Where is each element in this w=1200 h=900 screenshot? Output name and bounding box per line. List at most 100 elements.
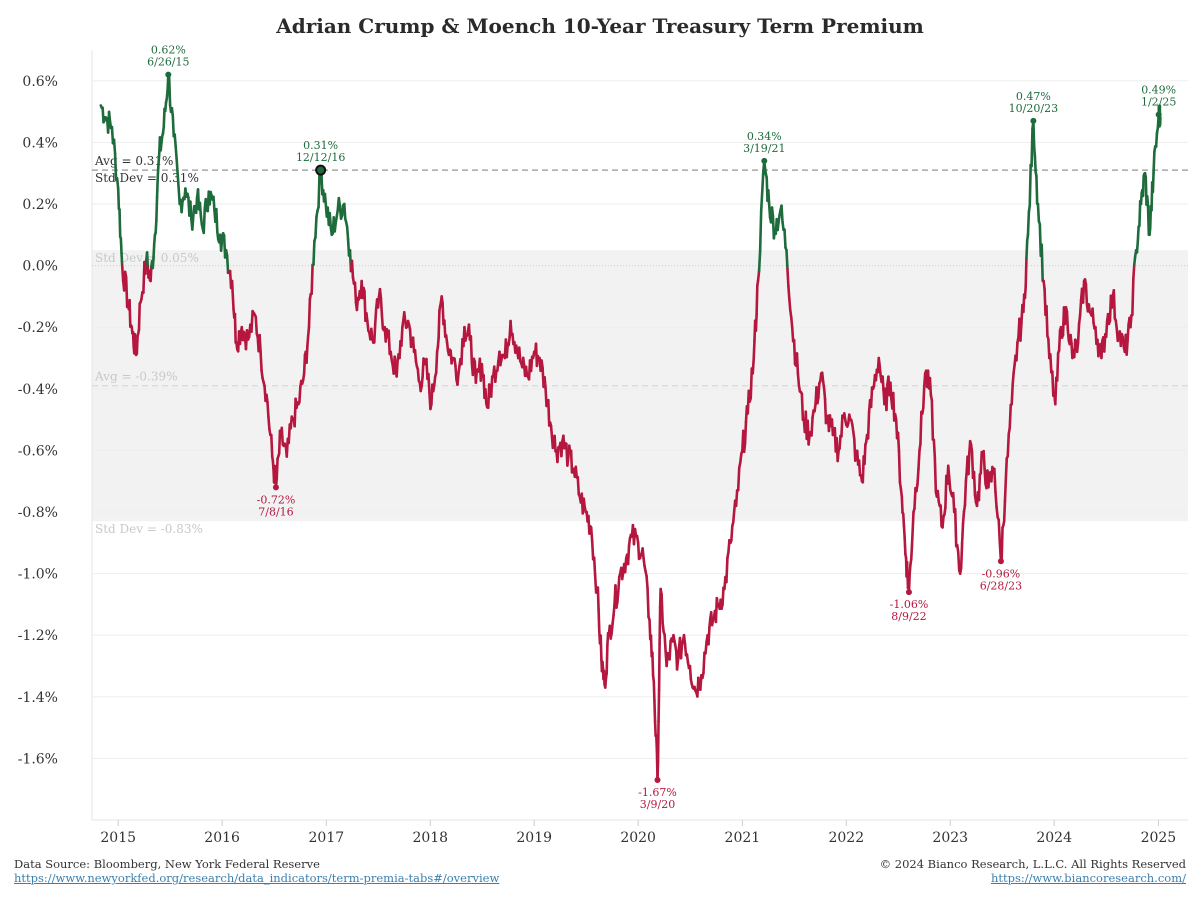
series-segment — [112, 138, 117, 155]
annotation-value: 0.31% — [303, 139, 338, 152]
series-segment — [1075, 341, 1080, 354]
series-segment — [653, 699, 657, 723]
footer-copyright: © 2024 Bianco Research, L.L.C. All Right… — [880, 857, 1186, 885]
series-segment — [972, 470, 977, 497]
series-segment — [755, 284, 759, 316]
source-link[interactable]: https://www.newyorkfed.org/research/data… — [14, 871, 500, 885]
series-segment — [1097, 344, 1101, 358]
series-segment — [930, 399, 935, 441]
series-segment — [496, 359, 500, 372]
y-tick-label: 0.2% — [22, 197, 58, 213]
series-segment — [683, 642, 688, 657]
series-segment — [416, 368, 421, 383]
series-segment — [280, 426, 285, 446]
y-tick-label: -1.2% — [18, 628, 58, 644]
series-segment — [660, 593, 664, 625]
series-segment — [454, 364, 458, 381]
site-link[interactable]: https://www.biancoresearch.com/ — [990, 871, 1186, 885]
series-segment — [238, 331, 243, 346]
series-segment — [1151, 171, 1155, 194]
series-segment — [194, 196, 199, 215]
series-segment — [656, 720, 660, 764]
series-segment — [176, 173, 181, 191]
series-segment — [1131, 277, 1135, 317]
series-segment — [889, 381, 893, 401]
series-segment — [1032, 119, 1036, 148]
series-segment — [157, 153, 161, 166]
gridline-layer — [91, 50, 1188, 821]
series-segment — [152, 233, 157, 246]
series-segment — [298, 385, 302, 404]
series-segment — [574, 465, 579, 479]
series-segment — [1132, 254, 1137, 266]
series-segment — [317, 167, 321, 209]
series-segment — [1055, 351, 1060, 382]
series-segment — [1000, 526, 1004, 560]
series-segment — [921, 385, 926, 410]
series-segment — [742, 441, 747, 454]
series-segment — [707, 625, 711, 646]
std-dev-label: Std Dev = 0.31% — [95, 171, 199, 185]
series-segment — [120, 264, 125, 283]
series-segment — [507, 335, 511, 347]
x-tick-label: 2018 — [412, 830, 448, 846]
chart-title: Adrian Crump & Moench 10-Year Treasury T… — [276, 14, 924, 38]
series-segment — [877, 356, 882, 368]
series-segment — [314, 215, 318, 239]
series-segment — [995, 505, 999, 519]
series-segment — [807, 433, 811, 446]
series-segment — [1028, 163, 1032, 207]
series-segment — [899, 487, 904, 498]
series-segment — [1002, 499, 1007, 523]
series-segment — [1019, 321, 1023, 342]
series-segment — [787, 284, 791, 301]
series-segment — [1146, 205, 1151, 236]
copyright-text: © 2024 Bianco Research, L.L.C. All Right… — [879, 857, 1186, 871]
series-segment — [133, 332, 137, 355]
series-segment — [151, 256, 155, 270]
series-segment — [474, 368, 479, 384]
series-segment — [652, 680, 656, 703]
series-segment — [517, 346, 522, 363]
series-segment — [663, 633, 667, 653]
series-segment — [137, 302, 141, 331]
series-segment — [1135, 240, 1140, 254]
series-segment — [566, 455, 570, 467]
series-segment — [1154, 131, 1159, 148]
series-segment — [1011, 371, 1015, 386]
series-segment — [115, 177, 120, 190]
series-segment — [1024, 257, 1028, 289]
series-segment — [266, 401, 270, 419]
series-segment — [730, 524, 734, 542]
series-segment — [215, 207, 219, 233]
series-segment — [1069, 333, 1073, 345]
series-segment — [171, 114, 176, 138]
series-segment — [1091, 307, 1095, 325]
series-segment — [1110, 295, 1115, 309]
series-segment — [395, 358, 399, 378]
series-segment — [866, 410, 871, 440]
series-segment — [323, 192, 328, 206]
series-segment — [932, 438, 937, 460]
annotation-value: 0.49% — [1141, 84, 1176, 97]
series-segment — [421, 357, 425, 379]
series-segment — [116, 187, 121, 211]
annotation-marker — [272, 484, 279, 491]
series-segment — [1003, 479, 1008, 503]
series-segment — [909, 544, 914, 561]
series-segment — [456, 372, 460, 386]
annotation-marker — [1030, 117, 1037, 124]
series-segment — [903, 536, 907, 556]
series-segment — [443, 319, 447, 339]
series-segment — [1015, 341, 1019, 362]
series-segment — [617, 575, 621, 593]
series-segment — [675, 658, 680, 671]
series-segment — [484, 387, 488, 405]
series-segment — [947, 476, 952, 491]
series-segment — [610, 622, 614, 635]
series-segment — [1076, 322, 1081, 344]
series-segment — [734, 489, 739, 508]
series-segment — [743, 420, 748, 445]
series-segment — [156, 162, 160, 178]
series-segment — [310, 263, 314, 295]
